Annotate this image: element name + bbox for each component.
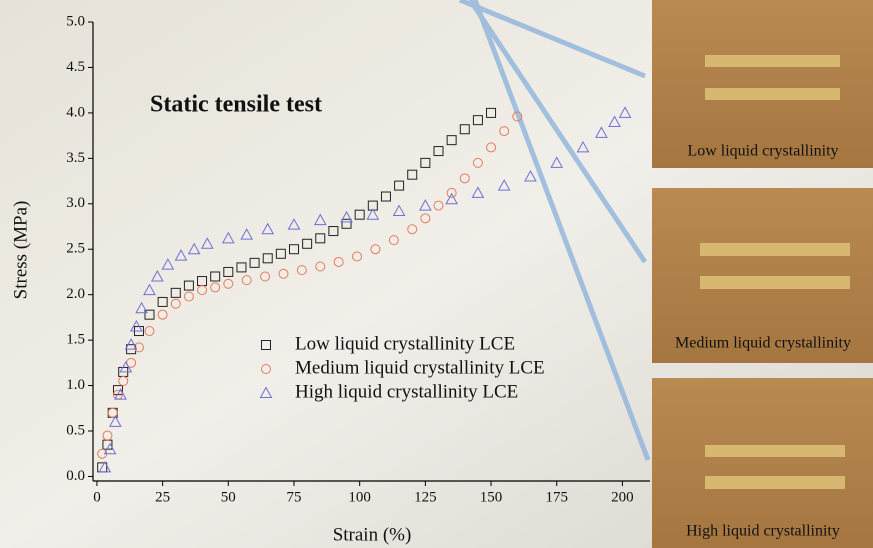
- x-tick-label: 25: [155, 489, 170, 505]
- x-tick-label: 200: [611, 489, 634, 505]
- legend-label: Medium liquid crystallinity LCE: [295, 357, 545, 378]
- x-tick-label: 0: [93, 489, 101, 505]
- x-tick-label: 150: [480, 489, 503, 505]
- y-tick-label: 2.0: [66, 286, 85, 302]
- sample: [700, 243, 850, 256]
- legend-label: High liquid crystallinity LCE: [295, 381, 518, 402]
- x-axis-label: Strain (%): [333, 524, 412, 545]
- x-tick-label: 125: [414, 489, 437, 505]
- sample: [705, 445, 845, 457]
- y-tick-label: 3.5: [66, 150, 85, 166]
- y-tick-label: 0.5: [66, 422, 85, 438]
- y-tick-label: 5.0: [66, 13, 85, 29]
- panel-caption: Medium liquid crystallinity: [675, 335, 851, 352]
- chart-title: Static tensile test: [150, 92, 322, 118]
- x-tick-label: 50: [221, 489, 236, 505]
- y-tick-label: 4.0: [66, 104, 85, 120]
- figure: Low liquid crystallinity Medium liquid c…: [0, 0, 873, 548]
- legend-label: Low liquid crystallinity LCE: [295, 333, 515, 354]
- y-tick-label: 1.5: [66, 332, 85, 348]
- y-axis-label: Stress (MPa): [10, 201, 31, 300]
- sample: [705, 476, 845, 489]
- y-tick-label: 4.5: [66, 59, 85, 75]
- sample: [705, 88, 840, 100]
- panel-caption: High liquid crystallinity: [686, 523, 840, 540]
- panel-caption: Low liquid crystallinity: [687, 143, 838, 160]
- x-tick-label: 75: [286, 489, 301, 505]
- y-tick-label: 0.0: [66, 468, 85, 484]
- sample: [705, 55, 840, 67]
- y-tick-label: 2.5: [66, 241, 85, 257]
- x-tick-label: 175: [545, 489, 568, 505]
- y-tick-label: 3.0: [66, 195, 85, 211]
- sample: [700, 276, 850, 289]
- x-tick-label: 100: [348, 489, 371, 505]
- y-tick-label: 1.0: [66, 377, 85, 393]
